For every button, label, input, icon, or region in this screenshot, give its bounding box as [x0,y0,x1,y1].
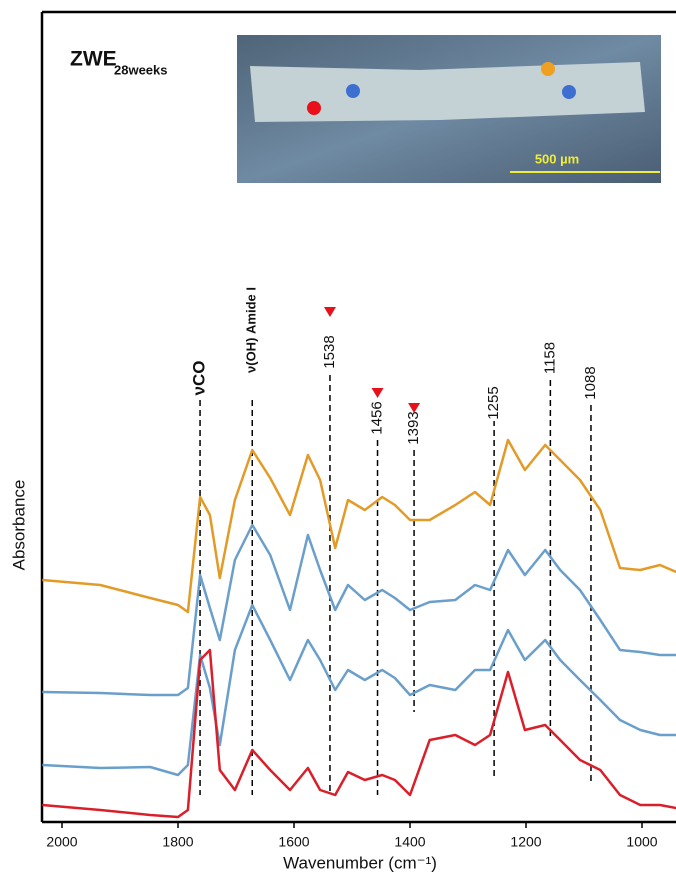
annotation-marker [408,403,421,413]
annotation-box [541,340,560,376]
x-tick-label: 1000 [626,834,657,850]
annotation-label: 1456 [368,401,385,434]
annotation-marker [371,388,384,398]
inset-title: ZWE [70,48,117,71]
scale-bar-label: 500 µm [535,151,579,166]
spot [346,84,360,98]
y-axis-label: Absorbance [9,480,28,571]
annotation-box [368,400,387,436]
annotation-box [485,385,504,421]
annotation-box [405,410,424,446]
annotation-label: 1088 [582,366,599,399]
x-axis-label: Wavenumber (cm⁻¹) [283,853,437,872]
annotation-marker [323,307,336,317]
annotation-box [189,358,212,398]
spectrum [42,523,676,697]
annotation-label: 1393 [405,411,422,444]
spot [541,62,555,76]
annotation-label: νCO [190,361,209,396]
annotation-label: 1158 [541,342,558,374]
x-tick-label: 1200 [510,834,541,850]
x-tick-label: 1600 [278,834,309,850]
annotation-label: 1255 [485,386,502,419]
x-tick-label: 1800 [162,834,193,850]
spectrum [42,438,676,614]
spot [562,85,576,99]
annotation-box [581,365,600,401]
annotation-label: 1538 [321,335,338,368]
annotation-label: ν(OH) Amide I [244,287,259,373]
annotation-box [320,334,339,370]
spectrum [42,648,676,819]
spectrum [42,603,676,777]
inset-title-sub: 28weeks [114,62,168,77]
inset-photo: 500 µm [237,35,661,183]
x-tick-label: 2000 [46,834,77,850]
x-tick-label: 1400 [394,834,425,850]
annotation-box [242,265,263,395]
sample-strip [250,62,645,122]
spot [307,101,321,115]
